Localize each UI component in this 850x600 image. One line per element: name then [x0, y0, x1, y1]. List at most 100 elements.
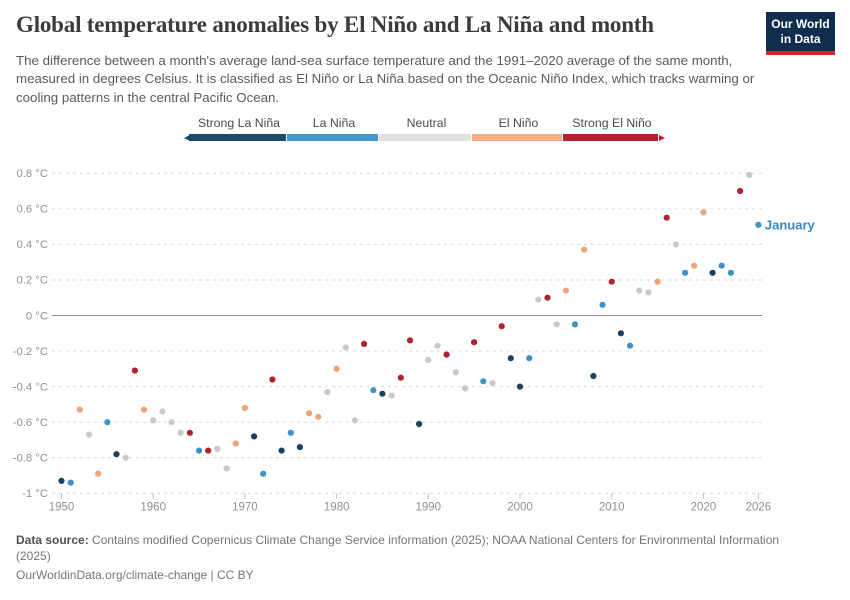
data-point[interactable] [196, 447, 203, 454]
legend-item-label[interactable]: Neutral [406, 116, 447, 130]
data-point[interactable] [113, 451, 120, 458]
series-end-label[interactable]: January [765, 217, 816, 232]
data-point[interactable] [315, 413, 322, 420]
data-point[interactable] [691, 262, 698, 269]
data-point[interactable] [746, 171, 753, 179]
data-point[interactable] [131, 367, 138, 374]
data-point[interactable] [232, 440, 239, 447]
y-tick-label: -0.8 °C [13, 453, 48, 465]
legend-color-segment[interactable] [189, 134, 286, 141]
page-title: Global temperature anomalies by El Niño … [16, 12, 654, 37]
data-point[interactable] [278, 447, 285, 454]
footer-license-line: OurWorldinData.org/climate-change | CC B… [16, 568, 254, 582]
data-point[interactable] [645, 289, 652, 296]
data-point[interactable] [553, 321, 560, 328]
x-tick-label: 2010 [599, 502, 625, 514]
data-point[interactable] [636, 287, 643, 294]
data-point[interactable] [526, 355, 533, 362]
data-point[interactable] [443, 351, 450, 358]
data-point[interactable] [205, 447, 212, 454]
y-tick-label: -0.2 °C [13, 346, 48, 358]
data-point[interactable] [241, 404, 248, 412]
data-point[interactable] [571, 321, 579, 328]
data-point[interactable] [361, 340, 368, 347]
data-point[interactable] [755, 221, 762, 228]
data-point[interactable] [159, 408, 166, 415]
data-point[interactable] [168, 419, 175, 426]
data-point[interactable] [700, 209, 707, 216]
data-point[interactable] [214, 445, 221, 452]
data-point[interactable] [306, 410, 313, 417]
data-point[interactable] [342, 344, 349, 351]
legend-item-label[interactable]: La Niña [312, 116, 356, 130]
data-point[interactable] [406, 337, 414, 344]
data-point[interactable] [617, 330, 625, 337]
legend-item-label[interactable]: Strong La Niña [197, 116, 281, 130]
data-point[interactable] [351, 417, 358, 424]
data-point[interactable] [507, 355, 514, 362]
data-point[interactable] [461, 385, 469, 392]
owid-url-link[interactable]: OurWorldinData.org/climate-change [16, 568, 208, 582]
legend-color-segment[interactable] [472, 134, 562, 141]
y-tick-label: 0.2 °C [16, 275, 48, 287]
data-point[interactable] [626, 342, 634, 349]
data-point[interactable] [85, 431, 93, 438]
data-point[interactable] [370, 387, 377, 394]
data-point[interactable] [397, 374, 404, 381]
data-point[interactable] [471, 339, 478, 346]
data-point[interactable] [599, 301, 606, 308]
data-point[interactable] [223, 465, 230, 472]
data-point[interactable] [562, 287, 570, 294]
data-point[interactable] [379, 390, 386, 397]
data-point[interactable] [287, 429, 294, 436]
data-point[interactable] [333, 365, 340, 372]
data-point[interactable] [608, 278, 615, 285]
data-point[interactable] [104, 419, 111, 426]
owid-logo[interactable]: Our World in Data [766, 12, 835, 55]
data-point[interactable] [727, 269, 735, 276]
data-point[interactable] [251, 433, 258, 440]
chart-canvas: 0.8 °C 0.6 °C 0.4 °C 0.2 °C 0 °C -0.2 °C -0.4 … [13, 168, 816, 514]
legend-color-segment[interactable] [287, 134, 378, 141]
legend-color-segment[interactable] [563, 134, 658, 141]
data-point[interactable] [425, 356, 432, 363]
data-point[interactable] [718, 262, 725, 269]
legend-item-label[interactable]: El Niño [498, 116, 539, 130]
data-point[interactable] [654, 278, 661, 285]
data-point[interactable] [682, 269, 689, 276]
legend-item-label[interactable]: Strong El Niño [572, 116, 652, 130]
data-point[interactable] [480, 378, 487, 385]
data-point[interactable] [260, 470, 267, 477]
data-point[interactable] [122, 454, 129, 461]
data-point[interactable] [58, 477, 65, 484]
legend-color-bar [184, 134, 665, 141]
data-point[interactable] [672, 241, 680, 248]
data-point[interactable] [663, 214, 670, 221]
legend-color-segment[interactable] [379, 134, 471, 141]
data-point[interactable] [269, 376, 276, 383]
data-point[interactable] [434, 342, 441, 349]
data-point[interactable] [388, 392, 395, 399]
data-point[interactable] [140, 406, 148, 413]
data-point[interactable] [581, 246, 588, 253]
data-point[interactable] [67, 479, 74, 486]
data-point[interactable] [498, 323, 505, 330]
data-point[interactable] [544, 294, 551, 301]
data-point[interactable] [737, 187, 744, 195]
data-point[interactable] [186, 429, 193, 436]
data-point[interactable] [324, 388, 331, 396]
data-point[interactable] [95, 470, 102, 477]
data-point[interactable] [76, 406, 83, 413]
data-point[interactable] [590, 372, 597, 380]
data-point[interactable] [452, 369, 459, 376]
data-point[interactable] [535, 296, 542, 303]
data-point[interactable] [416, 420, 423, 428]
data-point[interactable] [177, 429, 184, 436]
data-point[interactable] [150, 417, 157, 424]
data-point[interactable] [489, 380, 496, 387]
data-point[interactable] [709, 269, 716, 276]
data-point[interactable] [516, 383, 524, 390]
license-label: CC BY [217, 568, 254, 582]
data-point[interactable] [296, 444, 303, 451]
y-tick-label: 0.6 °C [16, 204, 48, 216]
